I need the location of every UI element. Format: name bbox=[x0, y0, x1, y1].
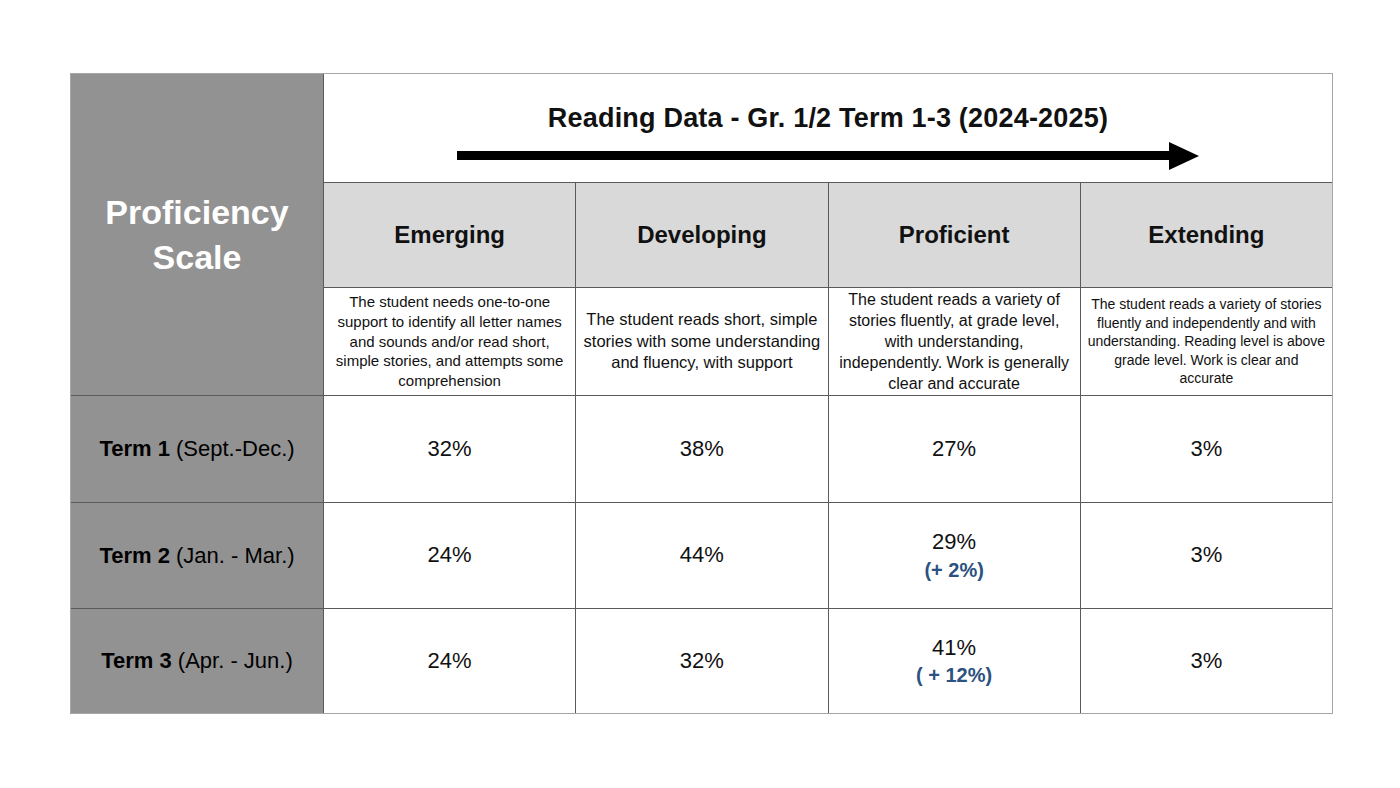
value: 32% bbox=[428, 435, 472, 464]
value: 32% bbox=[680, 647, 724, 676]
cell-term3-developing: 32% bbox=[576, 609, 827, 713]
term2-dates: (Jan. - Mar.) bbox=[170, 543, 295, 568]
table-title-cell: Reading Data - Gr. 1/2 Term 1-3 (2024-20… bbox=[324, 74, 1332, 182]
value: 3% bbox=[1190, 647, 1222, 676]
term2-bold: Term 2 bbox=[99, 543, 170, 568]
cell-term1-emerging: 32% bbox=[324, 396, 575, 502]
value: 3% bbox=[1190, 541, 1222, 570]
value: 24% bbox=[428, 647, 472, 676]
cell-term3-proficient: 41% ( + 12%) bbox=[829, 609, 1080, 713]
gain-badge-term3: ( + 12%) bbox=[916, 662, 992, 688]
column-description-proficient: The student reads a variety of stories f… bbox=[829, 288, 1080, 395]
proficiency-scale-label: Proficiency Scale bbox=[81, 190, 313, 278]
value: 44% bbox=[680, 541, 724, 570]
arrow-head bbox=[1169, 142, 1199, 170]
cell-term2-extending: 3% bbox=[1081, 503, 1332, 608]
column-header-emerging: Emerging bbox=[324, 183, 575, 287]
column-description-extending: The student reads a variety of stories f… bbox=[1081, 288, 1332, 395]
value: 29% bbox=[932, 528, 976, 557]
value: 27% bbox=[932, 435, 976, 464]
term1-name: Term 1 (Sept.-Dec.) bbox=[99, 436, 294, 462]
term1-bold: Term 1 bbox=[99, 436, 170, 461]
cell-term3-extending: 3% bbox=[1081, 609, 1332, 713]
column-header-extending: Extending bbox=[1081, 183, 1332, 287]
cell-term2-developing: 44% bbox=[576, 503, 827, 608]
row-label-term3: Term 3 (Apr. - Jun.) bbox=[71, 609, 323, 713]
row-label-term1: Term 1 (Sept.-Dec.) bbox=[71, 396, 323, 502]
column-header-proficient: Proficient bbox=[829, 183, 1080, 287]
proficiency-scale-header: Proficiency Scale bbox=[71, 74, 323, 395]
column-description-developing: The student reads short, simple stories … bbox=[576, 288, 827, 395]
cell-term2-proficient: 29% (+ 2%) bbox=[829, 503, 1080, 608]
cell-term1-proficient: 27% bbox=[829, 396, 1080, 502]
value: 38% bbox=[680, 435, 724, 464]
cell-term1-extending: 3% bbox=[1081, 396, 1332, 502]
row-label-term2: Term 2 (Jan. - Mar.) bbox=[71, 503, 323, 608]
arrow-shaft bbox=[457, 151, 1169, 160]
cell-term1-developing: 38% bbox=[576, 396, 827, 502]
term3-name: Term 3 (Apr. - Jun.) bbox=[101, 648, 293, 674]
cell-term2-emerging: 24% bbox=[324, 503, 575, 608]
term1-dates: (Sept.-Dec.) bbox=[170, 436, 295, 461]
term3-bold: Term 3 bbox=[101, 648, 172, 673]
proficiency-table: Proficiency Scale Reading Data - Gr. 1/2… bbox=[70, 73, 1333, 714]
gain-badge-term2: (+ 2%) bbox=[924, 557, 983, 583]
value: 3% bbox=[1190, 435, 1222, 464]
value: 41% bbox=[932, 634, 976, 663]
right-arrow-icon bbox=[457, 142, 1199, 170]
column-description-emerging: The student needs one-to-one support to … bbox=[324, 288, 575, 395]
column-header-developing: Developing bbox=[576, 183, 827, 287]
slide: Proficiency Scale Reading Data - Gr. 1/2… bbox=[0, 0, 1400, 788]
term3-dates: (Apr. - Jun.) bbox=[172, 648, 293, 673]
term2-name: Term 2 (Jan. - Mar.) bbox=[99, 543, 294, 569]
table-title: Reading Data - Gr. 1/2 Term 1-3 (2024-20… bbox=[548, 103, 1108, 134]
value: 24% bbox=[428, 541, 472, 570]
cell-term3-emerging: 24% bbox=[324, 609, 575, 713]
